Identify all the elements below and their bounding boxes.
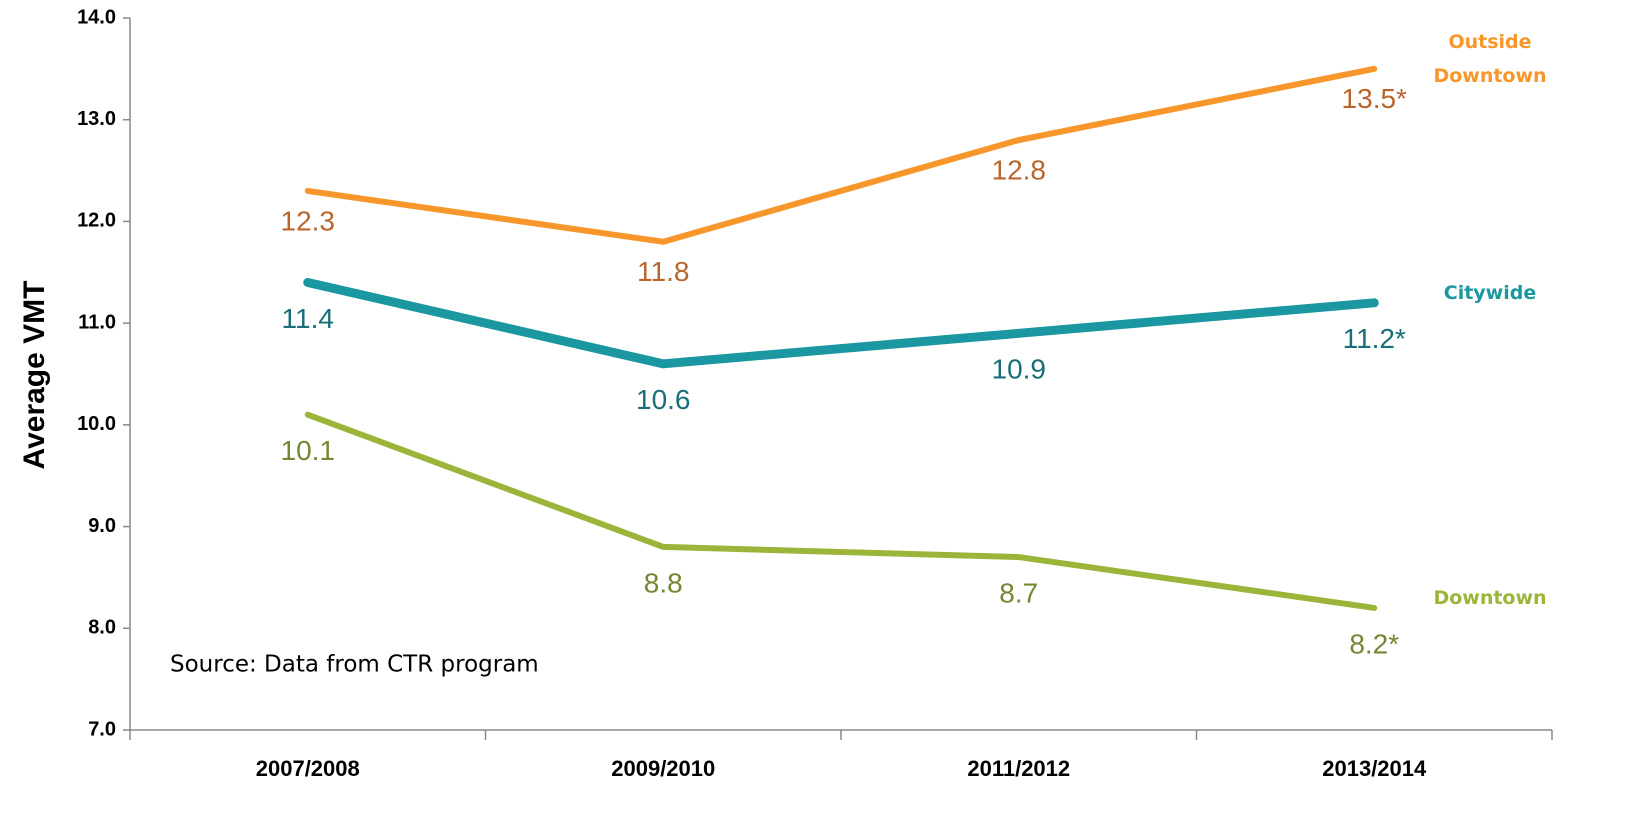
y-tick-label: 7.0	[88, 718, 116, 740]
y-tick-label: 10.0	[77, 413, 116, 435]
data-label: 13.5*	[1342, 83, 1407, 114]
y-axis-label: Average VMT	[18, 281, 51, 470]
series-line	[303, 277, 1379, 369]
data-label: 12.8	[992, 154, 1047, 185]
legend-label: Downtown	[1433, 586, 1547, 609]
data-label: 11.4	[282, 303, 334, 334]
x-tick-label: 2009/2010	[611, 756, 715, 781]
legend-label: Outside Downtown	[1433, 30, 1547, 87]
y-tick-label: 8.0	[88, 617, 116, 639]
data-label: 8.8	[644, 567, 683, 598]
y-tick-label: 9.0	[88, 515, 116, 537]
x-tick-label: 2007/2008	[256, 756, 360, 781]
y-tick-label: 13.0	[77, 108, 116, 130]
data-label: 10.6	[636, 384, 691, 415]
series-line	[304, 65, 1378, 245]
series-line	[304, 411, 1378, 611]
data-label: 10.9	[992, 354, 1047, 385]
x-tick-label: 2013/2014	[1322, 756, 1427, 781]
data-label: 8.7	[999, 577, 1038, 608]
y-tick-label: 14.0	[77, 6, 116, 28]
y-tick-label: 11.0	[78, 311, 116, 333]
data-label: 10.1	[281, 435, 336, 466]
y-tick-label: 12.0	[77, 210, 116, 232]
data-label: 11.2*	[1343, 323, 1406, 354]
data-label: 12.3	[281, 205, 336, 236]
source-note: Source: Data from CTR program	[170, 652, 539, 678]
data-label: 11.8	[637, 256, 689, 287]
data-label: 8.2*	[1349, 628, 1399, 659]
legend-label: Citywide	[1443, 281, 1537, 304]
x-tick-label: 2011/2012	[967, 756, 1070, 781]
